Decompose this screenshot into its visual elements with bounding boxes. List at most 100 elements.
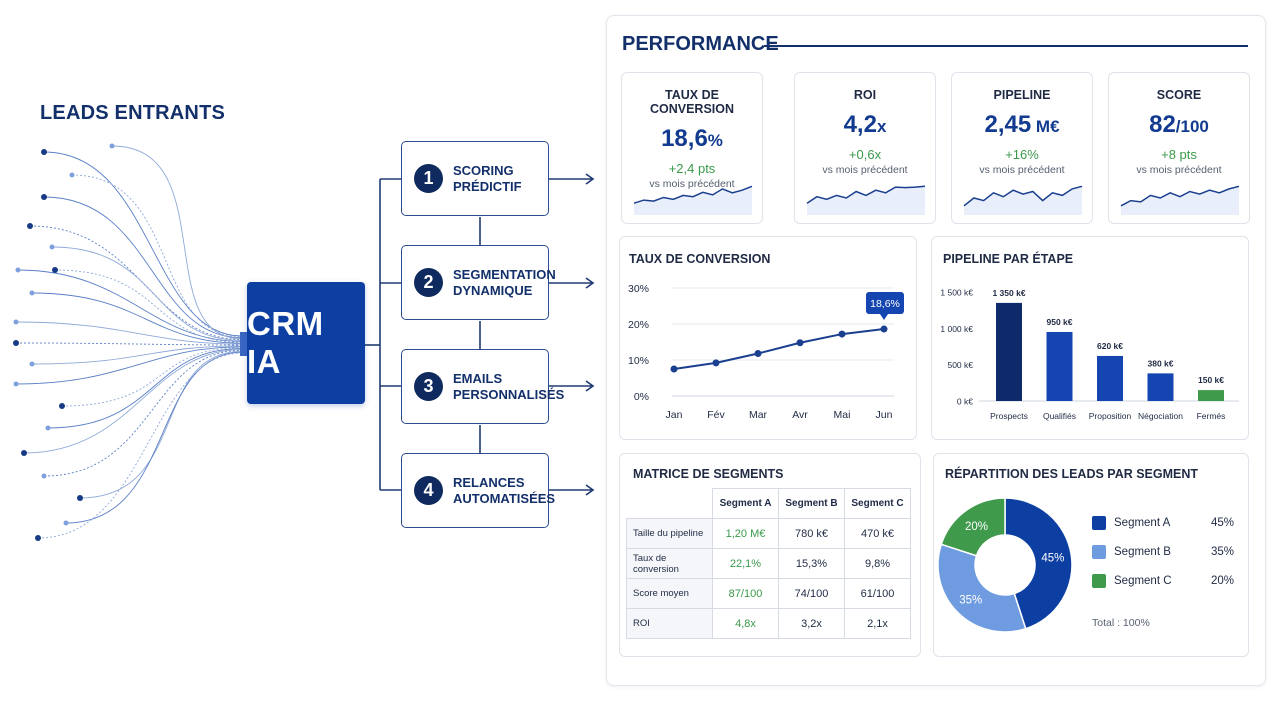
sparkline-area	[634, 186, 752, 215]
bar-value-label: 380 k€	[1148, 358, 1174, 368]
kpi-card-pipeline[interactable]: PIPELINE 2,45 M€ +16% vs mois précédent	[951, 72, 1093, 224]
lead-line	[61, 347, 243, 407]
kpi-sparkline	[963, 185, 1083, 215]
lead-dot	[63, 520, 69, 526]
legend-label: Segment A	[1114, 517, 1171, 529]
bar-value-label: 620 k€	[1097, 341, 1123, 351]
x-tick-label: Fermés	[1197, 411, 1226, 421]
legend-percent: 35%	[1210, 546, 1234, 558]
x-tick-label: Proposition	[1089, 411, 1132, 421]
legend-label: Segment B	[1114, 546, 1171, 558]
donut-slice	[1004, 497, 1073, 630]
lead-dot	[109, 143, 115, 149]
lead-line	[54, 269, 243, 343]
step-emails[interactable]: 3 EMAILS PERSONNALISÉS	[401, 349, 564, 424]
lead-line	[71, 174, 243, 338]
column-header: Segment A	[712, 488, 779, 519]
legend-item-segment-c: Segment C 20%	[1092, 574, 1234, 588]
dashboard-title: PERFORMANCE	[622, 33, 779, 55]
table-cell: 87/100	[712, 578, 779, 609]
y-tick-label: 30%	[628, 283, 649, 295]
table-cell: 3,2x	[778, 608, 845, 639]
y-tick-label: 20%	[628, 319, 649, 331]
x-tick-label: Qualifiés	[1043, 411, 1076, 421]
slice-label: 45%	[1041, 552, 1064, 564]
kpi-delta: +8 pts	[1161, 147, 1197, 162]
lead-line	[47, 348, 243, 429]
kpi-delta: +16%	[1005, 147, 1039, 162]
row-header: Taux de conversion	[626, 548, 713, 579]
row-header: Taille du pipeline	[626, 518, 713, 549]
column-header: Segment B	[778, 488, 845, 519]
kpi-delta: +0,6x	[848, 147, 882, 162]
kpi-label: PIPELINE	[993, 88, 1051, 102]
data-point	[712, 359, 720, 367]
x-tick-label: Jan	[666, 409, 683, 421]
lead-line	[65, 351, 243, 524]
segment-donut-title: RÉPARTITION DES LEADS PAR SEGMENT	[945, 467, 1199, 481]
lead-dot	[15, 267, 21, 273]
x-tick-label: Mai	[834, 409, 851, 421]
bar-value-label: 1 350 k€	[992, 288, 1025, 298]
y-tick-label: 500 k€	[947, 360, 973, 370]
table-row: ROI 4,8x 3,2x 2,1x	[626, 608, 911, 639]
lead-dot	[45, 425, 51, 431]
legend-item-segment-a: Segment A 45%	[1092, 516, 1234, 530]
lead-line	[43, 349, 243, 477]
lead-dot	[52, 267, 58, 273]
title-rule	[764, 45, 1248, 47]
value-callout	[866, 292, 904, 315]
y-tick-label: 0 k€	[957, 397, 973, 407]
lead-dot	[27, 223, 33, 229]
data-point	[838, 330, 846, 338]
table-row: Taille du pipeline 1,20 M€ 780 k€ 470 k€	[626, 518, 911, 549]
lead-dot	[59, 403, 65, 409]
step-scoring[interactable]: 1 SCORING PRÉDICTIF	[401, 141, 549, 216]
row-header: ROI	[626, 608, 713, 639]
step-number-4: 4	[414, 476, 443, 505]
kpi-card-roi[interactable]: ROI 4,2x +0,6x vs mois précédent	[794, 72, 936, 224]
kpi-label: SCORE	[1156, 88, 1202, 102]
lead-line	[37, 352, 243, 539]
data-point	[670, 365, 678, 373]
lead-dot	[29, 290, 35, 296]
legend-swatch	[1092, 574, 1106, 588]
data-point	[796, 339, 804, 347]
kpi-subtext: vs mois précédent	[979, 164, 1065, 176]
lead-line	[31, 345, 243, 365]
lead-dot	[13, 340, 19, 346]
lead-dot	[69, 172, 75, 178]
kpi-subtext: vs mois précédent	[822, 164, 908, 176]
lead-dot	[29, 361, 35, 367]
kpi-card-score[interactable]: SCORE 82/100 +8 pts vs mois précédent	[1108, 72, 1250, 224]
step-number-2: 2	[414, 268, 443, 297]
pipeline-chart-panel	[931, 236, 1249, 440]
crm-ia-box[interactable]: CRM IA	[247, 282, 365, 404]
sparkline-area	[807, 186, 925, 215]
kpi-subtext: vs mois précédent	[1136, 164, 1222, 176]
lead-dot	[77, 495, 83, 501]
step-label: RELANCES AUTOMATISÉES	[453, 474, 556, 506]
callout-pointer	[880, 314, 888, 321]
slice-label: 35%	[959, 594, 982, 606]
kpi-delta: +2,4 pts	[668, 161, 716, 176]
kpi-card-conversion[interactable]: TAUX DE CONVERSION 18,6% +2,4 pts vs moi…	[621, 72, 763, 224]
step-label: SCORING PRÉDICTIF	[453, 162, 522, 194]
donut-slice	[937, 543, 1027, 633]
table-cell: 4,8x	[712, 608, 779, 639]
kpi-value: 82/100	[1149, 111, 1209, 138]
x-tick-label: Fév	[707, 409, 725, 421]
step-relances[interactable]: 4 RELANCES AUTOMATISÉES	[401, 453, 556, 528]
lead-dot	[13, 319, 19, 325]
crm-inlet	[240, 332, 248, 356]
series-line	[673, 328, 885, 370]
step-segmentation[interactable]: 2 SEGMENTATION DYNAMIQUE	[401, 245, 556, 320]
y-tick-label: 1 000 k€	[940, 324, 973, 334]
step-output-arrows	[549, 173, 595, 496]
lead-line	[17, 269, 243, 342]
kpi-subtext: vs mois précédent	[649, 178, 735, 190]
lead-dot	[41, 194, 47, 200]
kpi-sparkline	[806, 185, 926, 215]
table-cell: 9,8%	[844, 548, 911, 579]
table-cell: 22,1%	[712, 548, 779, 579]
